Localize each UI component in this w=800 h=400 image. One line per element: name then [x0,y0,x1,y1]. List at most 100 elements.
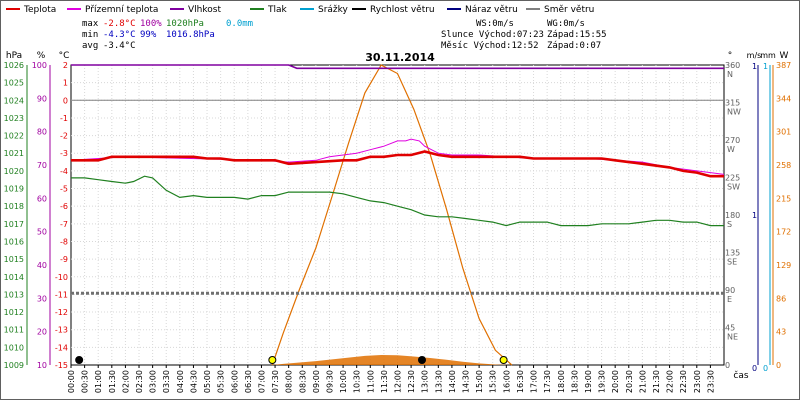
wm-tick-label: 344 [776,94,791,103]
stats-min-press: 1016.8hPa [166,30,215,40]
wind-speed-now: WS:0m/s [476,19,514,29]
wm-axis-label: W [780,51,789,61]
dir-tick-label: 315 [725,99,740,108]
legend: Teplota Přízemní teplota Vlhkost Tlak Srážky… [6,5,594,15]
mm-tick-label: 1 [763,62,768,71]
x-tick-label: 22:00 [666,370,675,393]
sun-rise: Slunce Východ:07:23 [441,30,544,40]
hpa-tick-label: 1023 [4,114,24,123]
x-tick-label: 12:30 [407,370,416,393]
x-tick-label: 05:00 [203,370,212,393]
hpa-tick-label: 1018 [4,202,24,211]
axis-unit-labels: hPa % °C ° m/s mm W čas [6,51,789,381]
x-tick-label: 04:00 [176,370,185,393]
dir-name-label: SE [727,258,737,267]
temperature-line [71,150,724,178]
dir-tick-label: 90 [725,286,735,295]
temp-tick-label: -6 [60,202,68,211]
stats-avg-label: avg [82,41,98,51]
dir-tick-label: 0 [725,361,730,370]
wm-tick-label: 129 [776,261,791,270]
stats-max-press: 1020hPa [166,19,204,29]
x-tick-label: 00:00 [67,370,76,393]
stats-avg-temp: -3.4°C [103,41,136,51]
x-tick-label: 09:30 [325,370,334,393]
hpa-tick-label: 1010 [4,343,24,352]
wm-tick-label: 0 [776,361,781,370]
wm-tick-label: 215 [776,194,791,203]
pct-tick-label: 30 [37,294,47,303]
pct-tick-label: 90 [37,94,47,103]
sun-marker [268,356,277,364]
x-tick-label: 14:00 [448,370,457,393]
pct-tick-label: 70 [37,161,47,170]
x-tick-label: 03:30 [162,370,171,393]
wm-tick-label: 258 [776,161,791,170]
dir-tick-label: 180 [725,211,740,220]
dir-name-label: SW [727,183,740,192]
hpa-tick-label: 1020 [4,167,24,176]
x-tick-label: 17:30 [543,370,552,393]
x-tick-label: 21:30 [652,370,661,393]
x-tick-label: 12:00 [394,370,403,393]
x-tick-label: 04:30 [189,370,198,393]
x-tick-label: 14:30 [462,370,471,393]
stats-min-hum: 99% [140,30,157,40]
moon-rise: Měsíc Východ:12:52 [441,41,539,51]
x-tick-label: 06:30 [244,370,253,393]
hpa-tick-label: 1014 [4,273,24,282]
hpa-tick-label: 1015 [4,255,24,264]
dir-tick-label: 135 [725,249,740,258]
x-tick-label: 15:00 [475,370,484,393]
temp-tick-label: -5 [60,185,68,194]
stats-max-temp: -2.8°C [103,19,136,29]
x-tick-label: 15:30 [489,370,498,393]
ms-axis-label: m/s [747,51,762,60]
x-tick-label: 08:30 [298,370,307,393]
dir-name-label: N [727,70,733,79]
radiation-area [272,355,512,365]
plot-area [70,64,725,366]
temp-tick-label: -7 [60,220,68,229]
temp-tick-label: -13 [55,326,68,335]
hpa-tick-label: 1019 [4,185,24,194]
stats-min-label: min [82,30,98,40]
mm-axis-label: mm [760,51,776,60]
temp-tick-label: -8 [60,237,68,246]
dir-name-label: NW [727,108,741,117]
pct-tick-label: 40 [37,261,47,270]
pct-tick-label: 60 [37,194,47,203]
hpa-tick-label: 1012 [4,308,24,317]
temp-tick-label: -1 [60,114,68,123]
hpa-tick-label: 1026 [4,61,24,70]
x-tick-label: 17:00 [530,370,539,393]
moon-marker [417,356,426,364]
hpa-tick-label: 1022 [4,132,24,141]
temp-tick-label: -9 [60,255,68,264]
x-tick-label: 06:00 [230,370,239,393]
x-tick-label: 19:00 [584,370,593,393]
moon-marker [75,356,84,364]
hpa-tick-label: 1024 [4,96,24,105]
x-tick-label: 13:00 [421,370,430,393]
stats-block: max -2.8°C 100% 1020hPa 0.0mm min -4.3°C… [82,19,253,51]
x-tick-label: 07:00 [257,370,266,393]
x-tick-label: 16:30 [516,370,525,393]
radiation-line [271,64,513,366]
x-tick-label: 16:00 [502,370,511,393]
dir-tick-label: 45 [725,324,735,333]
stats-max-hum: 100% [140,19,162,29]
humidity-line [71,64,724,70]
x-tick-label: 05:30 [217,370,226,393]
x-tick-label: 09:00 [312,370,321,393]
wm-tick-label: 43 [776,328,786,337]
x-tick-label: 13:30 [434,370,443,393]
x-tick-label: 23:00 [693,370,702,393]
hpa-tick-label: 1025 [4,79,24,88]
temp-tick-label: 1 [63,79,68,88]
temp-tick-label: -15 [55,361,68,370]
x-tick-label: 19:30 [598,370,607,393]
x-tick-label: 01:00 [94,370,103,393]
